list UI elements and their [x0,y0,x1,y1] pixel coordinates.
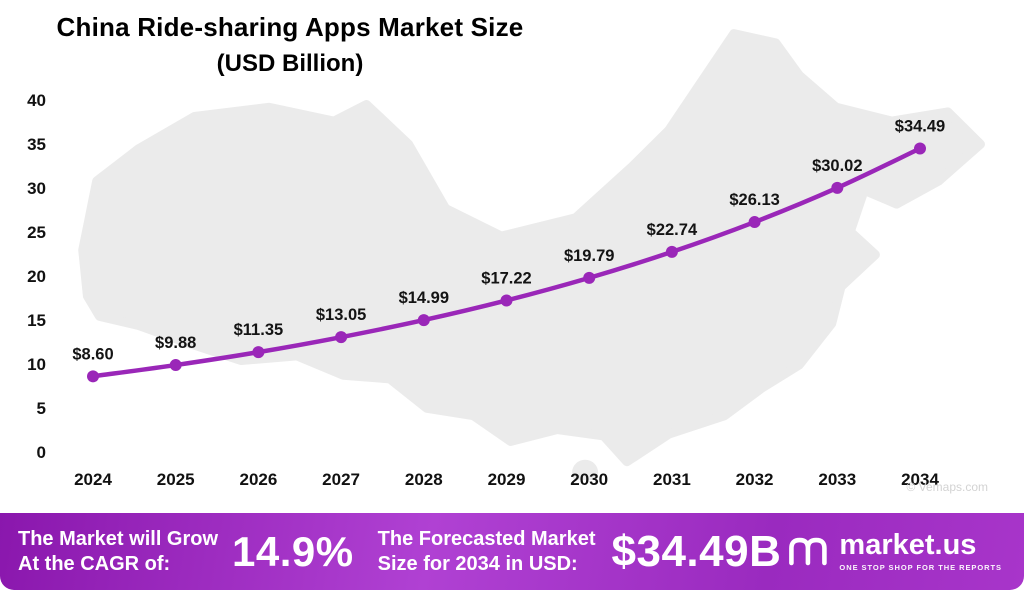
data-point-label: $11.35 [234,321,284,339]
cagr-label-line2: At the CAGR of: [18,552,171,575]
y-axis-label: 10 [27,355,46,374]
data-point-label: $13.05 [316,306,366,324]
data-point-label: $22.74 [647,221,698,239]
chart-title-block: China Ride-sharing Apps Market Size (USD… [28,12,552,78]
x-axis-label: 2030 [570,470,608,489]
cagr-label-line1: The Market will Grow [18,528,219,551]
data-point-label: $19.79 [564,247,614,265]
x-axis-label: 2031 [653,470,691,489]
vemaps-watermark: © Vemaps.com [906,480,988,494]
data-point-label: $26.13 [729,191,779,209]
data-point-label: $17.22 [481,269,531,287]
x-axis-label: 2033 [818,470,856,489]
y-axis-label: 30 [27,179,46,198]
y-axis-label: 35 [27,135,46,154]
forecast-label-line1: The Forecasted Market [377,528,596,551]
market-us-brand: market.us ONE STOP SHOP FOR THE REPORTS [785,530,1006,574]
data-point [252,346,265,359]
x-axis-label: 2024 [74,470,112,489]
data-point [914,142,926,155]
footer-banner: The Market will Grow At the CAGR of: 14.… [0,513,1024,590]
x-axis-label: 2025 [157,470,195,489]
data-point-label: $30.02 [812,157,862,175]
china-map-silhouette [78,29,985,480]
data-point-label: $9.88 [155,334,196,352]
data-point [87,370,99,383]
china-map-shape [78,29,985,480]
data-point [831,181,844,194]
data-point-label: $34.49 [895,117,945,135]
cagr-value: 14.9% [232,527,354,575]
brand-text: market.us ONE STOP SHOP FOR THE REPORTS [839,529,1002,573]
brand-tagline: ONE STOP SHOP FOR THE REPORTS [839,563,1002,572]
cagr-label: The Market will Grow At the CAGR of: [18,527,218,576]
y-axis-label: 15 [27,311,46,330]
data-point [417,314,430,327]
y-axis-label: 25 [27,223,46,242]
x-axis-label: 2032 [736,470,774,489]
data-point [335,331,348,344]
chart-title: China Ride-sharing Apps Market Size [56,12,524,42]
x-axis-label: 2029 [488,470,526,489]
data-point-label: $8.60 [72,345,113,363]
forecast-label: The Forecasted Market Size for 2034 in U… [378,527,596,576]
x-axis-label: 2027 [322,470,360,489]
data-point [169,359,182,372]
data-point [665,245,678,258]
y-axis-label: 5 [37,399,46,418]
y-axis-label: 40 [27,91,46,110]
chart-subtitle: (USD Billion) [216,50,364,77]
y-axis-label: 0 [37,443,46,462]
x-axis-label: 2028 [405,470,443,489]
y-axis-label: 20 [27,267,46,286]
data-point [583,271,596,284]
data-point-label: $14.99 [399,289,449,307]
x-axis-label: 2034 [901,470,939,489]
forecast-value: $34.49B [611,526,782,576]
forecast-label-line2: Size for 2034 in USD: [377,552,578,575]
data-point [748,216,761,229]
data-point [500,294,513,307]
brand-name: market.us [839,529,977,561]
x-axis-label: 2026 [239,470,277,489]
trend-line [90,146,923,379]
market-us-logo-icon [789,537,828,565]
